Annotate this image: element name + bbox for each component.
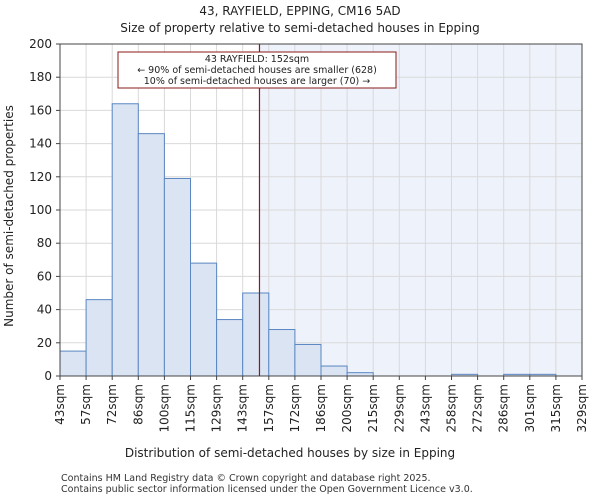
- x-axis-label: Distribution of semi-detached houses by …: [125, 446, 455, 460]
- y-tick-label: 0: [44, 369, 52, 383]
- x-tick-label: 100sqm: [157, 384, 171, 432]
- histogram-bar: [111, 103, 139, 377]
- x-tick-label: 200sqm: [340, 384, 354, 432]
- x-tick-label: 272sqm: [471, 384, 485, 432]
- x-tick-label: 329sqm: [575, 384, 589, 432]
- x-tick-label: 86sqm: [131, 384, 145, 425]
- x-tick-label: 229sqm: [392, 384, 406, 432]
- footer-line-1: Contains HM Land Registry data © Crown c…: [61, 473, 431, 484]
- histogram-bar: [137, 133, 165, 377]
- footer-line-2: Contains public sector information licen…: [61, 484, 473, 495]
- annotation-line-3: 10% of semi-detached houses are larger (…: [144, 76, 371, 87]
- histogram-bar: [216, 319, 244, 377]
- y-tick-label: 140: [29, 137, 52, 151]
- y-tick-label: 200: [29, 37, 52, 51]
- x-tick-label: 115sqm: [184, 384, 198, 432]
- annotation-line-2: ← 90% of semi-detached houses are smalle…: [137, 65, 377, 76]
- histogram-bar: [294, 343, 322, 377]
- x-tick-label: 286sqm: [497, 384, 511, 432]
- x-tick-label: 186sqm: [314, 384, 328, 432]
- histogram-bar: [242, 292, 270, 377]
- x-tick-label: 215sqm: [366, 384, 380, 432]
- y-tick-label: 20: [37, 336, 52, 350]
- y-tick-label: 80: [37, 236, 52, 250]
- y-tick-label: 180: [29, 70, 52, 84]
- x-tick-label: 129sqm: [210, 384, 224, 432]
- chart-title: 43, RAYFIELD, EPPING, CM16 5AD: [199, 4, 401, 18]
- histogram-bar: [163, 177, 191, 377]
- x-tick-label: 243sqm: [418, 384, 432, 432]
- y-tick-label: 60: [37, 269, 52, 283]
- histogram-bar: [268, 329, 296, 377]
- x-tick-label: 72sqm: [105, 384, 119, 425]
- x-tick-label: 258sqm: [445, 384, 459, 432]
- x-tick-label: 57sqm: [79, 384, 93, 425]
- histogram-bar: [190, 262, 218, 377]
- y-tick-label: 120: [29, 170, 52, 184]
- x-tick-label: 43sqm: [53, 384, 67, 425]
- x-tick-label: 157sqm: [262, 384, 276, 432]
- chart-subtitle: Size of property relative to semi-detach…: [120, 21, 480, 35]
- y-tick-label: 160: [29, 103, 52, 117]
- histogram-bar: [320, 365, 348, 377]
- y-tick-label: 40: [37, 303, 52, 317]
- x-tick-label: 315sqm: [549, 384, 563, 432]
- y-axis-label: Number of semi-detached properties: [2, 105, 16, 327]
- x-tick-label: 301sqm: [523, 384, 537, 432]
- x-tick-label: 172sqm: [288, 384, 302, 432]
- x-tick-label: 143sqm: [236, 384, 250, 432]
- histogram-bar: [85, 299, 113, 377]
- y-tick-label: 100: [29, 203, 52, 217]
- histogram-bar: [59, 350, 87, 377]
- annotation-line-1: 43 RAYFIELD: 152sqm: [205, 54, 309, 65]
- annotation-box: [117, 51, 397, 89]
